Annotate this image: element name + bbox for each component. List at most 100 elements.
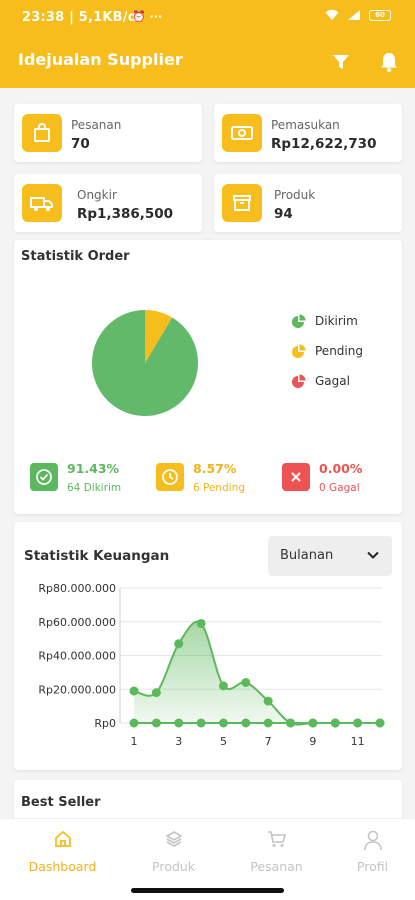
y-tick-label: Rp80.000.000 [38,582,116,595]
data-point [129,718,139,728]
app-title: Idejualan Supplier [18,50,183,69]
bell-icon [381,53,397,73]
data-point [151,688,161,698]
data-point [218,718,228,728]
x-tick-label: 3 [175,735,182,748]
order-pie-chart [92,310,198,416]
legend-label: Gagal [315,374,350,388]
data-point [330,718,340,728]
data-point [308,718,318,728]
status-time: 23:38 | 5,1KB/d [22,10,138,25]
pie-slice-icon [292,344,306,358]
stat-value: Rp1,386,500 [77,206,174,222]
pie-slice-dikirim [92,310,198,416]
legend-item-dikirim: Dikirim [292,314,358,328]
data-point [241,718,251,728]
period-select[interactable]: Bulanan [268,536,392,576]
legend-label: Dikirim [315,314,358,328]
signal-icon [348,10,360,20]
data-point [196,718,206,728]
pie-slice-pending [145,310,173,363]
status-extra: ⏰ ··· [132,10,163,23]
truck-icon [22,184,62,222]
nav-item-dashboard[interactable]: Dashboard [11,819,114,889]
y-tick-label: Rp40.000.000 [38,650,116,663]
x-tick-label: 1 [131,735,138,748]
stat-label: Pesanan [71,118,122,132]
data-point [263,696,273,706]
stat-value: 94 [274,206,293,222]
nav-item-profil[interactable]: Profil [321,819,415,889]
user-icon [363,830,382,851]
section-title: Statistik Keuangan [24,548,170,564]
pie-slice-icon [292,314,306,328]
stat-label: Pemasukan [271,118,340,132]
data-point [151,718,161,728]
x-tick-label: 11 [351,735,365,748]
legend-label: Pending [315,344,363,358]
stat-card-pemasukan[interactable]: Pemasukan Rp12,622,730 [214,104,402,162]
nav-item-pesanan[interactable]: Pesanan [225,819,328,889]
stat-value: Rp12,622,730 [271,136,377,152]
pie-slice-icon [292,374,306,388]
notification-button[interactable] [375,48,403,76]
home-indicator [131,888,284,893]
stat-value: 70 [71,136,90,152]
data-point [129,686,139,696]
gagal-percent: 0.00% [319,461,363,476]
close-icon [282,463,310,491]
data-point [174,718,184,728]
nav-label: Pesanan [250,859,303,874]
data-point [263,718,273,728]
data-point [241,678,251,687]
y-tick-label: Rp20.000.000 [38,683,116,696]
legend-item-pending: Pending [292,344,363,358]
x-tick-label: 5 [220,735,227,748]
stat-card-pesanan[interactable]: Pesanan 70 [14,104,202,162]
order-stats-card: Statistik Order Dikirim Pending Gagal 91… [14,240,402,514]
bag-icon [22,114,62,152]
period-select-value: Bulanan [280,548,334,563]
data-point [196,618,206,628]
nav-label: Profil [356,859,389,874]
section-title: Statistik Order [21,249,130,264]
section-title: Best Seller [21,795,101,810]
x-tick-label: 9 [309,735,316,748]
clock-icon [156,463,184,491]
bottom-nav: Dashboard Produk Pesanan Profil [0,818,415,900]
legend-item-gagal: Gagal [292,374,350,388]
dikirim-count: 64 Dikirim [67,482,122,494]
stat-label: Produk [274,188,316,202]
gagal-count: 0 Gagal [319,482,360,494]
pie-legend: Dikirim Pending Gagal [292,314,402,414]
stat-card-ongkir[interactable]: Ongkir Rp1,386,500 [14,174,202,232]
data-point [353,718,363,728]
x-tick-label: 7 [265,735,272,748]
battery-icon: 60 [369,9,391,21]
wifi-icon [325,9,339,20]
cart-icon [267,831,286,847]
data-point [286,718,296,728]
app-bar: Idejualan Supplier [0,36,415,88]
data-point [218,681,228,691]
pending-percent: 8.57% [193,461,237,476]
check-icon [30,463,58,491]
filter-button[interactable] [327,48,355,76]
box-icon [222,184,262,222]
dikirim-percent: 91.43% [67,461,120,476]
status-bar: 23:38 | 5,1KB/d ⏰ ··· 60 [0,0,415,36]
pending-count: 6 Pending [193,482,245,494]
status-icons: 60 [325,9,391,21]
stat-label: Ongkir [77,188,117,202]
stat-card-produk[interactable]: Produk 94 [214,174,402,232]
nav-label: Dashboard [28,859,97,874]
home-icon [54,830,71,847]
finance-area-chart: Rp80.000.000 Rp60.000.000 Rp40.000.000 Rp20… [38,582,385,748]
series-area [134,621,380,725]
chevron-down-icon [367,551,379,559]
y-tick-label: Rp60.000.000 [38,616,116,629]
y-tick-label: Rp0 [94,717,116,730]
nav-label: Produk [152,859,195,874]
money-icon [222,114,262,152]
nav-item-produk[interactable]: Produk [122,819,225,889]
